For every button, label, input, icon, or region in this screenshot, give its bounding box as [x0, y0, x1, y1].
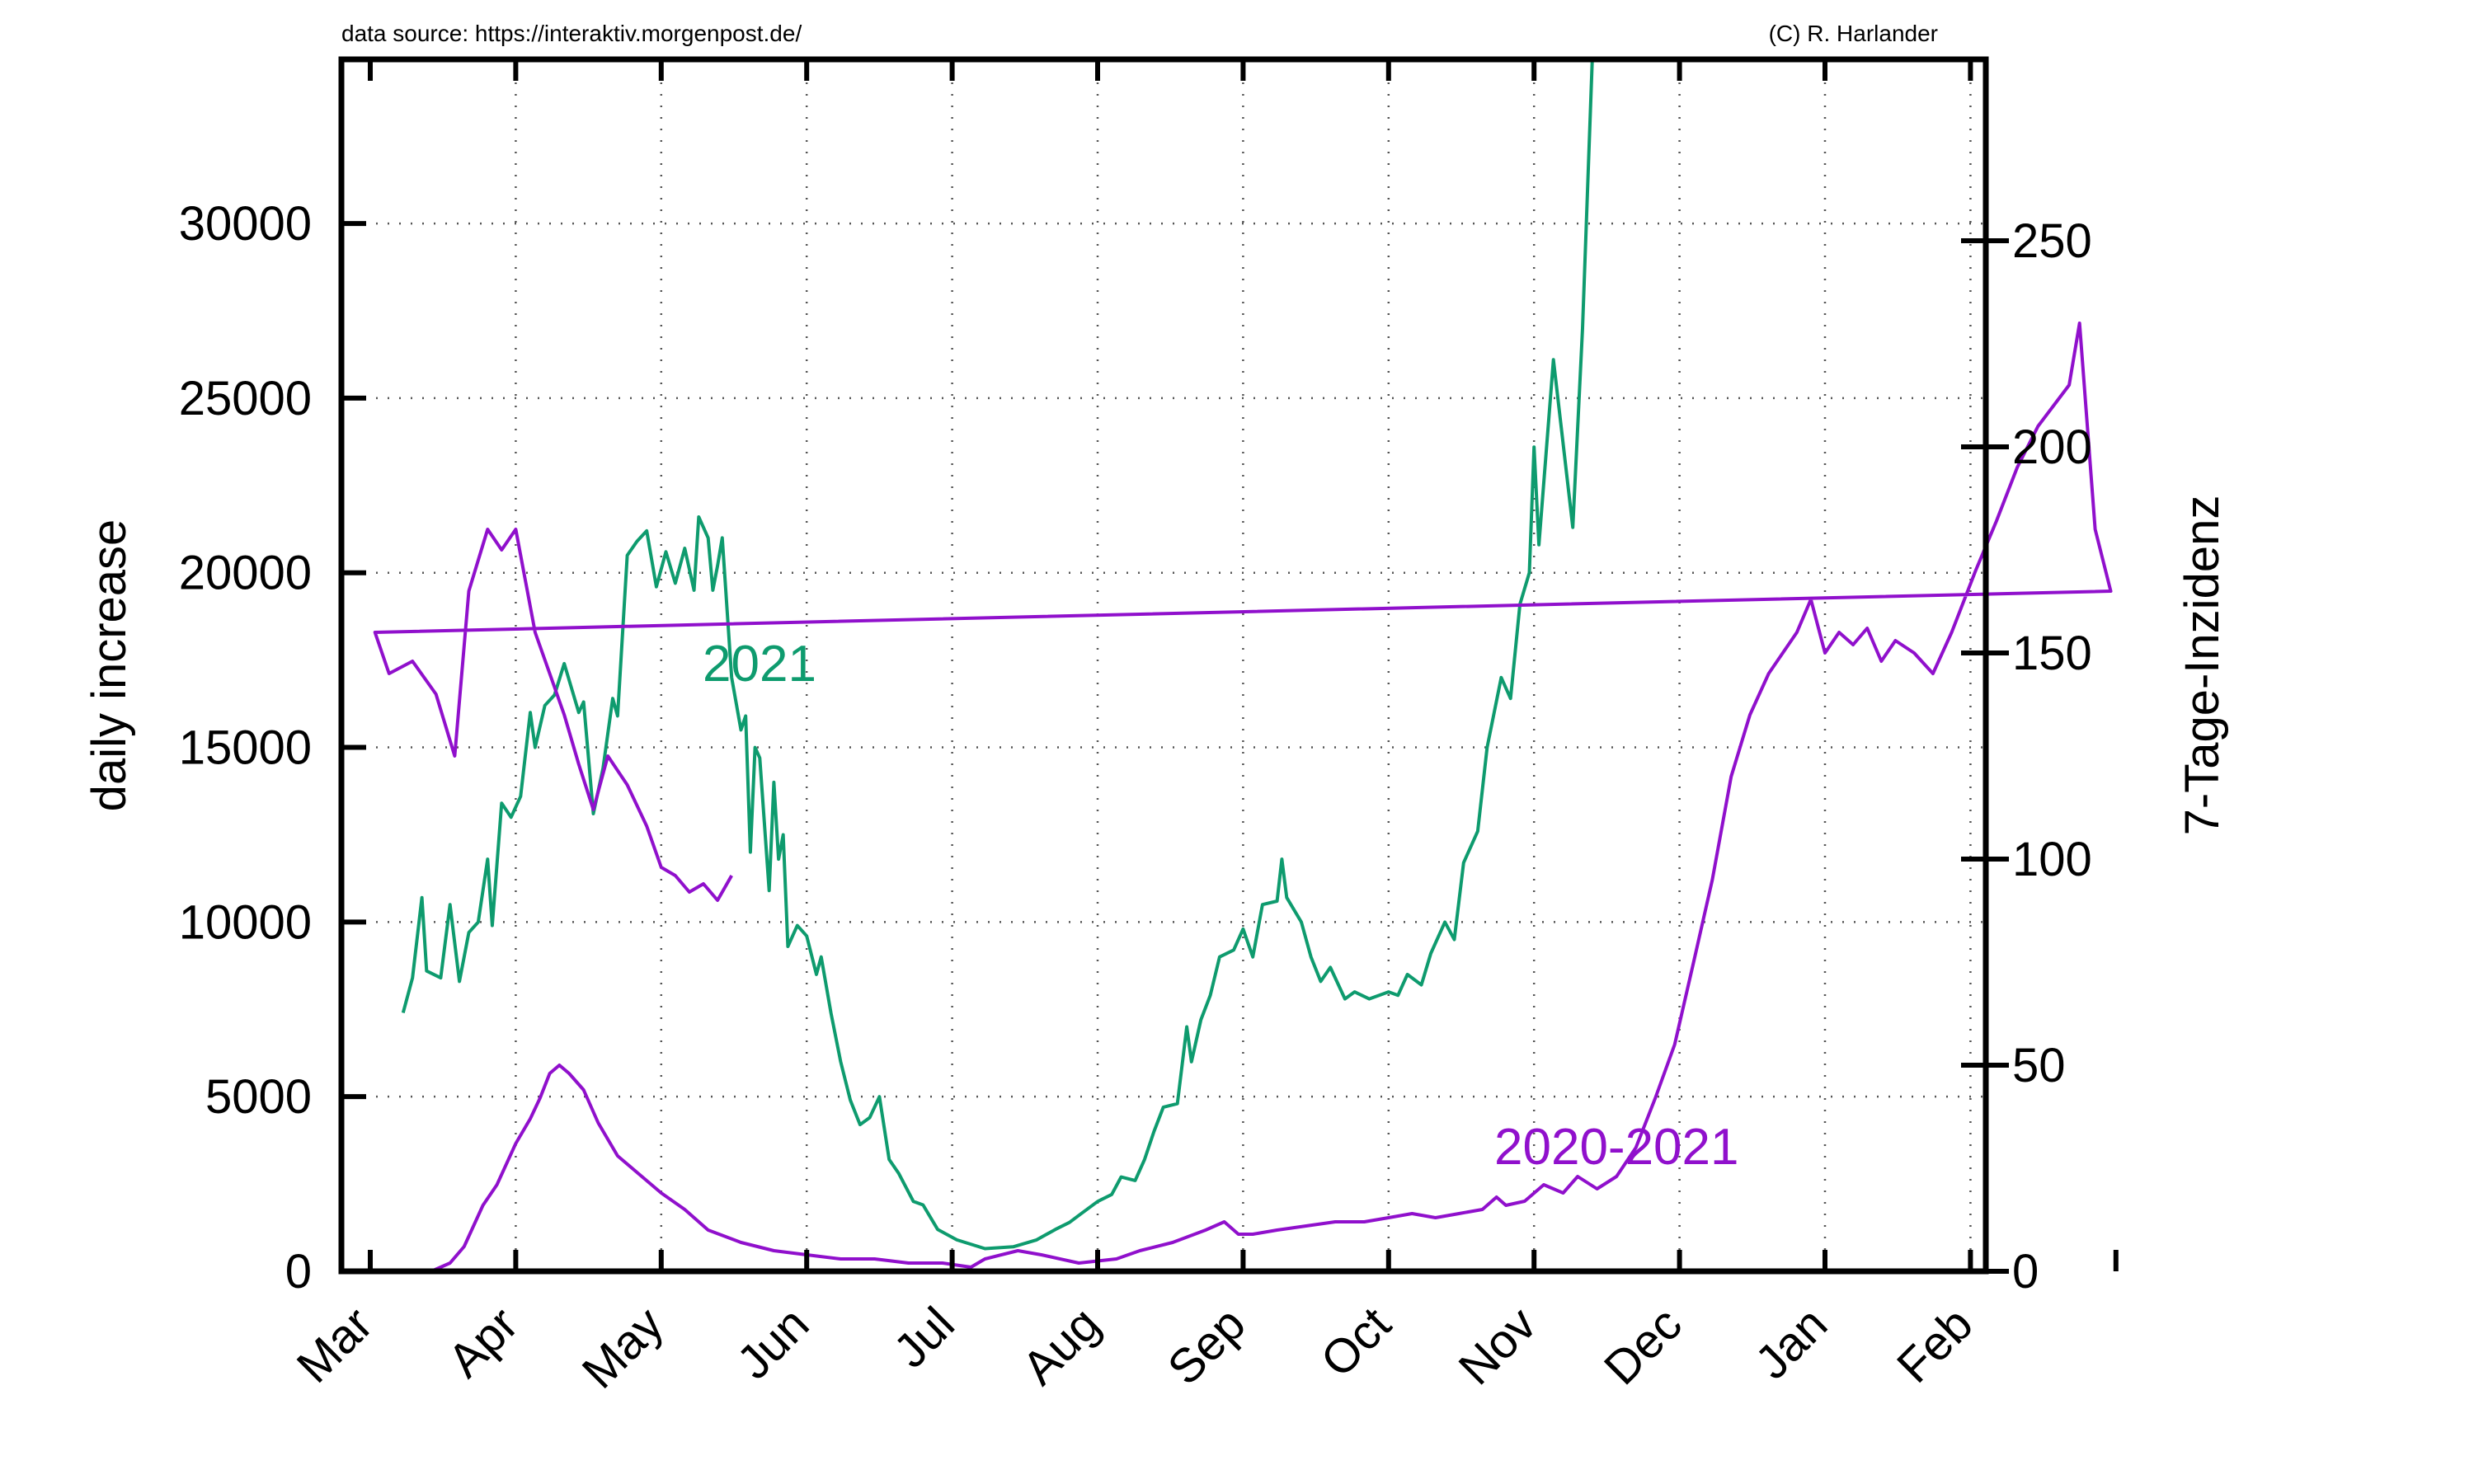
series-group [373, 59, 2113, 1273]
y-tick-label-5000: 5000 [205, 1070, 312, 1124]
y-tick-label-25000: 25000 [179, 372, 312, 425]
source-note: data source: https://interaktiv.morgenpo… [341, 21, 802, 46]
y-tick-label-20000: 20000 [179, 547, 312, 600]
y-tick-label-15000: 15000 [179, 721, 312, 775]
y2-axis-label: 7-Tage-Inzidenz [2175, 495, 2229, 836]
x-tick-label-jul: Jul [883, 1297, 964, 1378]
x-tick-label-sep: Sep [1158, 1297, 1256, 1395]
y2-tick-label-100: 100 [2012, 833, 2092, 886]
series-label-2021: 2021 [703, 636, 816, 693]
x-tick-label-jan: Jan [1745, 1297, 1837, 1389]
y2-tick-label-0: 0 [2012, 1245, 2039, 1298]
copyright-note: (C) R. Harlander [1769, 21, 1938, 46]
y2-tick-label-150: 150 [2012, 627, 2092, 680]
plot-frame [338, 56, 1989, 1275]
x-tick-label-dec: Dec [1594, 1297, 1692, 1395]
x-tick-label-apr: Apr [438, 1297, 529, 1388]
x-tick-label-aug: Aug [1012, 1297, 1110, 1395]
x-tick-label-feb: Feb [1887, 1297, 1983, 1393]
x-tick-label-oct: Oct [1310, 1297, 1401, 1388]
series-label-2020-2021: 2020-2021 [1494, 1119, 1739, 1176]
series-line-2020-2021 [373, 322, 2113, 1273]
x-tick-label-may: May [572, 1297, 674, 1398]
y-axis-label: daily increase [82, 519, 136, 812]
x-tick-label-mar: Mar [287, 1297, 383, 1393]
series-line-2021 [401, 59, 1594, 1251]
y2-tick-label-250: 250 [2012, 214, 2092, 268]
y-tick-label-30000: 30000 [179, 197, 312, 251]
x-tick-label-nov: Nov [1448, 1297, 1546, 1395]
grid [341, 59, 1986, 1271]
y2-tick-label-200: 200 [2012, 420, 2092, 474]
y-tick-label-0: 0 [285, 1245, 312, 1298]
x-tick-label-jun: Jun [727, 1297, 819, 1389]
y-tick-label-10000: 10000 [179, 895, 312, 949]
y2-tick-label-50: 50 [2012, 1039, 2066, 1092]
